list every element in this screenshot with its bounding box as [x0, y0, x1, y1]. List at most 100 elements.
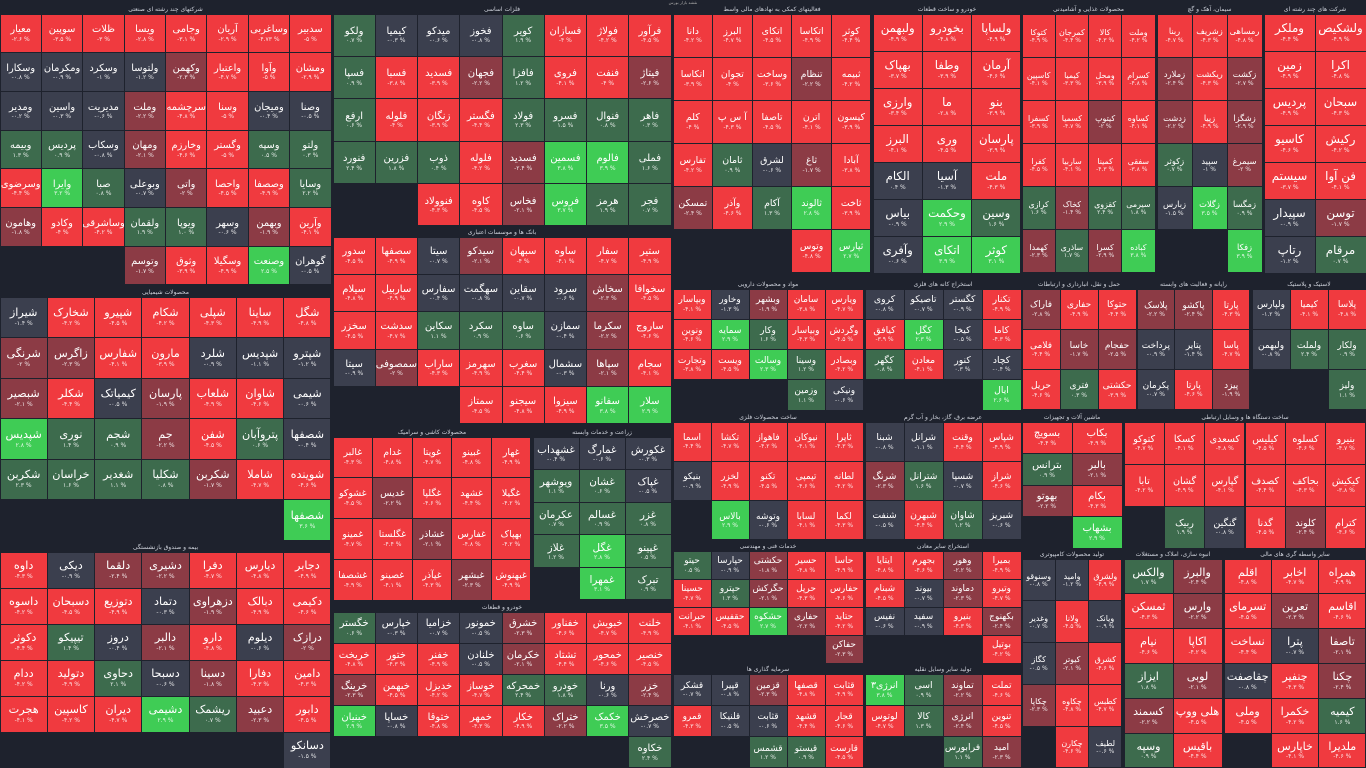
- stock-tile[interactable]: بهپاک -۳.۷ %: [873, 51, 922, 88]
- stock-tile[interactable]: ویوشهر ۱.۱ %: [533, 470, 579, 502]
- stock-tile[interactable]: وساخت -۳.۶ %: [752, 57, 792, 100]
- stock-tile[interactable]: کساوه -۴.۱ %: [1122, 100, 1155, 143]
- stock-tile[interactable]: معیار -۲.۶ %: [0, 14, 41, 53]
- stock-tile[interactable]: سصفها -۴.۹ %: [375, 237, 417, 274]
- stock-tile[interactable]: شسپا -۰.۷ %: [943, 461, 982, 501]
- stock-tile[interactable]: وخاور -۱.۳ %: [711, 289, 749, 319]
- stock-tile[interactable]: خبنیان ۲.۹ %: [333, 706, 375, 737]
- stock-tile[interactable]: خزر -۲.۴ %: [629, 674, 671, 706]
- stock-tile[interactable]: سکاین ۱.۱ %: [418, 312, 460, 349]
- stock-tile[interactable]: زکوثر ۰.۷ %: [1157, 144, 1192, 187]
- stock-tile[interactable]: فسدید -۲.۴ %: [502, 141, 544, 184]
- stock-tile[interactable]: ثبیمه -۴.۲ %: [831, 57, 871, 100]
- stock-tile[interactable]: فروس ۳.۷ %: [544, 184, 586, 226]
- stock-tile[interactable]: زمین -۴.۹ %: [1264, 51, 1315, 88]
- stock-tile[interactable]: شنفت -۰.۵ %: [865, 501, 904, 540]
- stock-tile[interactable]: خبهمن -۴.۵ %: [375, 674, 417, 706]
- stock-tile[interactable]: زفکا ۳.۹ %: [1227, 230, 1262, 273]
- stock-tile[interactable]: کسمیا -۴.۷ %: [1055, 100, 1088, 143]
- stock-tile[interactable]: وآفری -۰.۶ %: [873, 236, 922, 273]
- stock-tile[interactable]: ولکو ۰.۷ %: [333, 14, 375, 56]
- stock-tile[interactable]: بهوتو -۲.۲ %: [1022, 485, 1072, 516]
- stock-tile[interactable]: دروز -۰.۴ %: [95, 624, 142, 660]
- stock-tile[interactable]: اقلم -۴.۸ %: [1224, 559, 1271, 594]
- stock-tile[interactable]: شبصیر -۲.۱ %: [0, 378, 47, 418]
- stock-tile[interactable]: وامید -۱.۲ %: [1055, 559, 1089, 601]
- stock-tile[interactable]: آبادا -۳.۸ %: [831, 144, 871, 187]
- stock-tile[interactable]: دیران -۴.۷ %: [95, 696, 142, 732]
- stock-tile[interactable]: ربیک ۱.۹ %: [1164, 506, 1205, 548]
- stock-tile[interactable]: غگل ۲.۸ %: [579, 535, 625, 567]
- stock-tile[interactable]: سپیدار -۰.۹ %: [1264, 199, 1315, 236]
- stock-tile[interactable]: ارفع ۰.۶ %: [333, 99, 375, 141]
- stock-tile[interactable]: وطفا -۳.۹ %: [922, 51, 972, 88]
- stock-tile[interactable]: قصفها -۴.۸ %: [787, 674, 825, 705]
- stock-tile[interactable]: دشیمی ۲.۹ %: [142, 696, 189, 732]
- stock-tile[interactable]: سلار ۲.۹ %: [629, 387, 671, 424]
- stock-tile[interactable]: تماوند -۲.۲ %: [943, 674, 982, 705]
- stock-tile[interactable]: غشصفا -۴.۹ %: [333, 559, 373, 600]
- stock-tile[interactable]: ویوپا ۱.۰ %: [166, 208, 207, 246]
- stock-tile[interactable]: غالبر -۴.۳ %: [333, 437, 373, 478]
- stock-tile[interactable]: هرمز ۱.۹ %: [587, 184, 629, 226]
- stock-tile[interactable]: دیکی -۰.۹ %: [47, 552, 95, 588]
- stock-tile[interactable]: شیمی -۰.۶ %: [284, 378, 331, 418]
- stock-tile[interactable]: وساشرقی -۴.۲ %: [83, 208, 124, 246]
- stock-tile[interactable]: فگستر -۴.۴ %: [460, 99, 502, 141]
- stock-tile[interactable]: وملت -۴.۲ %: [1122, 14, 1155, 57]
- stock-tile[interactable]: لوبی -۲.۱ %: [1173, 664, 1222, 698]
- stock-tile[interactable]: وبصادر -۴.۲ %: [825, 350, 863, 380]
- stock-tile[interactable]: سیزوا -۴.۹ %: [544, 387, 586, 424]
- stock-tile[interactable]: سخوافا -۴.۵ %: [629, 274, 671, 312]
- stock-tile[interactable]: خودرو ۱.۸ %: [544, 674, 586, 706]
- stock-tile[interactable]: امید -۲.۳ %: [982, 737, 1021, 768]
- stock-tile[interactable]: فلوله -۴.۲ %: [460, 141, 502, 184]
- stock-tile[interactable]: ولانا -۴.۵ %: [1055, 601, 1089, 643]
- stock-tile[interactable]: تنظام -۲.۲ %: [792, 57, 831, 100]
- stock-tile[interactable]: خمحرکه ۲.۴ %: [502, 674, 544, 706]
- stock-tile[interactable]: ولملت ۲.۴ %: [1290, 329, 1328, 370]
- stock-tile[interactable]: ختوقا -۴.۸ %: [418, 706, 460, 737]
- stock-tile[interactable]: غفارس -۴.۸ %: [452, 519, 491, 559]
- stock-tile[interactable]: ولشرق -۴.۹ %: [1089, 559, 1122, 601]
- stock-tile[interactable]: کسعدی -۴.۸ %: [1205, 422, 1245, 464]
- stock-tile[interactable]: دزهراوی -۱.۹ %: [189, 588, 236, 624]
- stock-tile[interactable]: بکاب -۴.۹ %: [1072, 422, 1122, 453]
- stock-tile[interactable]: دحاوی ۲.۱ %: [95, 660, 142, 696]
- stock-tile[interactable]: وصصفا -۴.۹ %: [248, 169, 290, 208]
- stock-tile[interactable]: غسالم ۰.۹ %: [579, 502, 625, 535]
- stock-tile[interactable]: کمینا -۴.۳ %: [1089, 144, 1122, 187]
- stock-tile[interactable]: غشوکو -۴.۵ %: [333, 478, 373, 518]
- stock-tile[interactable]: والبرز -۲.۴ %: [1173, 559, 1222, 594]
- stock-tile[interactable]: قزمین -۲.۳ %: [749, 674, 787, 705]
- stock-tile[interactable]: سپاها -۲.۱ %: [587, 349, 629, 387]
- stock-tile[interactable]: سشمال -۰.۳ %: [544, 349, 586, 387]
- stock-tile[interactable]: پاسا -۴.۷ %: [1212, 329, 1250, 370]
- stock-tile[interactable]: ولپارس -۱.۲ %: [1252, 289, 1290, 329]
- stock-tile[interactable]: میدکو -۰.۶ %: [418, 14, 460, 56]
- stock-tile[interactable]: سفار -۴.۷ %: [587, 237, 629, 274]
- stock-tile[interactable]: غگلپا -۴.۶ %: [412, 478, 452, 518]
- stock-tile[interactable]: کطبس -۴.۷ %: [1089, 684, 1122, 726]
- stock-tile[interactable]: بشهاب ۲.۹ %: [1072, 517, 1122, 548]
- stock-tile[interactable]: وزمین ۱.۱ %: [787, 380, 825, 410]
- stock-tile[interactable]: بمیرا -۴.۹ %: [982, 551, 1021, 579]
- stock-tile[interactable]: واتی -۲ %: [166, 169, 207, 208]
- stock-tile[interactable]: ومشان -۲.۹ %: [290, 53, 331, 91]
- stock-tile[interactable]: تکنار -۴.۹ %: [982, 289, 1021, 319]
- stock-tile[interactable]: ملدیرا -۴.۶ %: [1319, 733, 1366, 768]
- stock-tile[interactable]: ثاپرا -۴.۳ %: [825, 422, 863, 461]
- stock-tile[interactable]: تسرمای -۴.۵ %: [1224, 594, 1271, 629]
- stock-tile[interactable]: پاکشو -۲.۴ %: [1175, 289, 1212, 329]
- stock-tile[interactable]: زدشت -۲.۲ %: [1157, 100, 1192, 143]
- stock-tile[interactable]: ونوین -۴.۶ %: [673, 319, 711, 349]
- stock-tile[interactable]: دارو -۴.۸ %: [189, 624, 236, 660]
- stock-tile[interactable]: زشگزا -۲.۹ %: [1227, 100, 1262, 143]
- stock-tile[interactable]: غپینو ۰.۵ %: [625, 535, 671, 567]
- stock-tile[interactable]: ساذری ۱.۷ %: [1055, 230, 1088, 273]
- stock-tile[interactable]: خاسا -۱.۷ %: [1060, 329, 1098, 370]
- stock-tile[interactable]: غهار -۴.۹ %: [491, 437, 531, 478]
- stock-tile[interactable]: شصفها ۳.۶ %: [284, 500, 331, 540]
- stock-tile[interactable]: وسایا ۲.۲ %: [290, 169, 331, 208]
- stock-tile[interactable]: قثابت -۰.۶ %: [749, 705, 787, 737]
